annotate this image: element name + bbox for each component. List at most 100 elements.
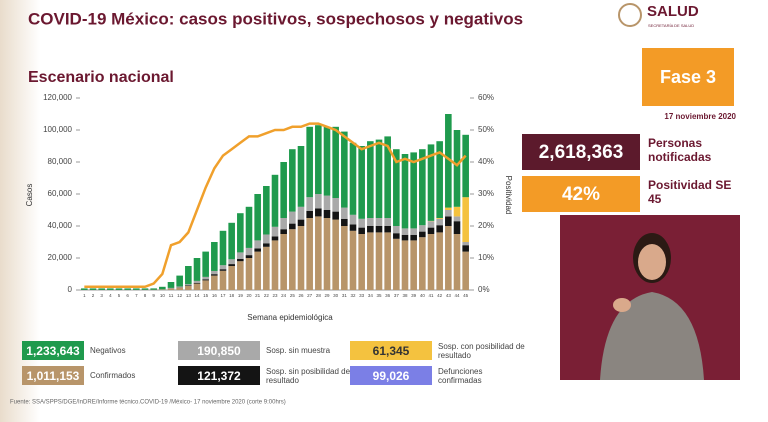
bar-segment [315, 216, 322, 290]
x-tick-label: 40 [420, 293, 426, 298]
bar-segment [228, 264, 235, 266]
bar-segment [462, 251, 469, 290]
bar-segment [289, 211, 296, 224]
legend-label: Sosp. sin muestra [266, 346, 331, 355]
bar-segment [419, 225, 426, 232]
bar-segment [193, 258, 201, 281]
bar-segment [453, 206, 461, 217]
x-tick-label: 42 [437, 293, 443, 298]
bar-segment [280, 162, 287, 218]
bar-segment [419, 149, 426, 226]
legend-item: 121,372 Sosp. sin posibilidad de resultad… [178, 366, 354, 385]
bar-segment [159, 286, 166, 290]
bar-segment [193, 280, 201, 283]
logo-emblem [618, 3, 642, 27]
title: COVID-19 México: casos positivos, sospec… [28, 9, 523, 28]
bar-segment [367, 141, 374, 218]
bar-segment [436, 225, 443, 233]
bar-segment [445, 216, 452, 226]
bar-segment [323, 218, 331, 290]
bar-segment [393, 149, 400, 226]
bar-segment [176, 287, 183, 290]
bar-segment [427, 144, 435, 221]
x-tick-label: 4 [109, 293, 112, 298]
bar-segment [410, 228, 417, 235]
bar-segment [193, 282, 201, 284]
bar-segment [263, 246, 270, 290]
bar-segment [358, 227, 365, 234]
bar-segment [401, 234, 409, 241]
bar-segment [271, 240, 279, 290]
x-tick-label: 14 [194, 293, 200, 298]
y2-tick-label: 0% [478, 285, 490, 294]
bar-segment [271, 226, 279, 237]
x-tick-label: 6 [126, 293, 129, 298]
bar-segment [219, 270, 227, 290]
bar-segment [237, 261, 244, 290]
bar-segment [219, 230, 227, 266]
bar-segment [219, 269, 227, 271]
bar-segment [280, 229, 287, 234]
x-tick-label: 39 [411, 293, 417, 298]
bar-segment [462, 197, 469, 242]
bar-segment [245, 247, 253, 256]
x-tick-label: 13 [186, 293, 192, 298]
bar-segment [427, 234, 435, 290]
x-tick-label: 43 [446, 293, 452, 298]
legend-label: Negativos [90, 346, 126, 355]
bar-segment [211, 275, 218, 290]
bar-segment [289, 229, 296, 290]
x-tick-label: 21 [255, 293, 261, 298]
bar-segment [306, 218, 313, 290]
bar-segment [375, 139, 383, 218]
bar-segment [254, 194, 261, 241]
bar-segment [332, 126, 339, 198]
x-tick-label: 33 [359, 293, 365, 298]
bar-segment [384, 232, 391, 290]
y-tick-label: 120,000 [43, 93, 72, 102]
positivity-label: Positividad SE 45 [648, 178, 732, 206]
bar-segment [193, 283, 201, 290]
x-tick-label: 30 [333, 293, 339, 298]
bar-segment [323, 126, 331, 196]
bar-segment [245, 206, 253, 248]
legend-item: 1,011,153 Confirmados [22, 366, 178, 385]
legend-value: 1,011,153 [22, 366, 84, 385]
legend-item: 99,026 Defunciones confirmadas [350, 366, 526, 385]
legend-value: 190,850 [178, 341, 260, 360]
bar-segment [280, 234, 287, 290]
bar-segment [445, 226, 452, 290]
bar-segment [211, 270, 218, 275]
bar-segment [271, 174, 279, 227]
positivity-box [522, 176, 640, 212]
y2-tick-label: 10% [478, 253, 494, 262]
bar-segment [393, 238, 400, 290]
bar-segment [202, 280, 209, 290]
bar-segment [332, 219, 339, 290]
x-tick-label: 9 [152, 293, 155, 298]
phase-box [642, 48, 734, 106]
bar-segment [297, 206, 305, 220]
bar-segment [453, 221, 461, 234]
x-axis-label: Semana epidemiológica [247, 313, 333, 322]
legend-item: 1,233,643 Negativos [22, 341, 178, 360]
bar-segment [289, 223, 296, 230]
y-tick-label: 60,000 [48, 189, 73, 198]
bar-segment [297, 226, 305, 290]
bar-segment [289, 149, 296, 212]
x-tick-label: 29 [324, 293, 330, 298]
x-tick-label: 17 [220, 293, 226, 298]
bar-segment [211, 242, 218, 271]
legend-value: 99,026 [350, 366, 432, 385]
bar-segment [81, 288, 88, 290]
bar-segment [219, 265, 227, 270]
bar-segment [133, 288, 140, 290]
legend-label: Confirmados [90, 371, 136, 380]
bar-segment [375, 226, 383, 233]
bar-segment [263, 243, 270, 247]
bar-segment [367, 232, 374, 290]
bar-segment [401, 228, 409, 235]
bar-segment [419, 237, 426, 290]
bar-segment [141, 288, 149, 290]
